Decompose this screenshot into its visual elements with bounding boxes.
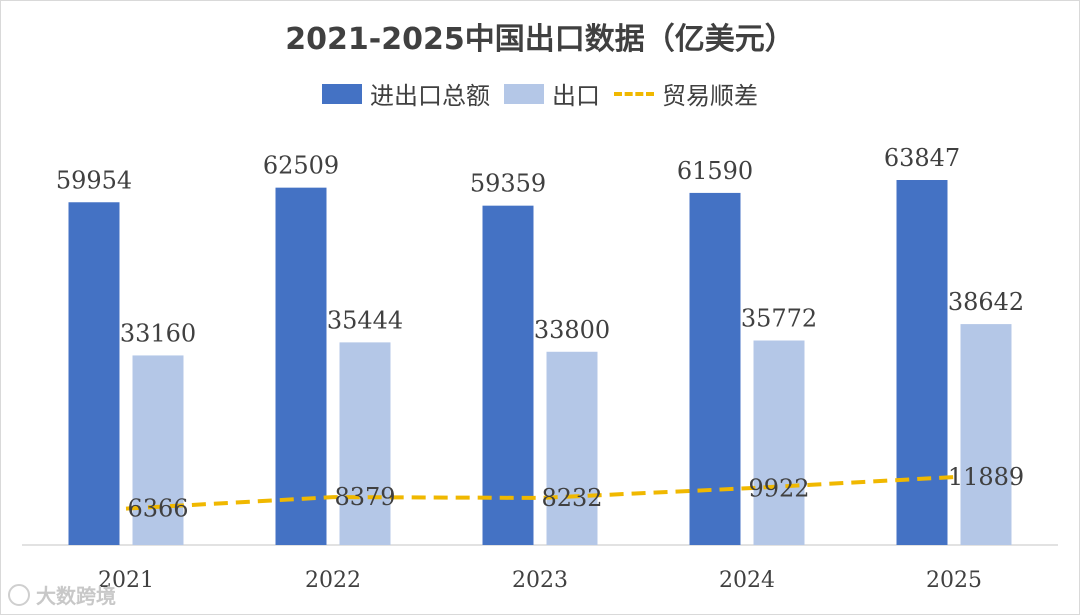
watermark-text: 大数跨境 [36, 584, 116, 608]
data-label-total-2025: 63847 [884, 144, 960, 172]
bar-export-2022 [339, 342, 391, 545]
data-label-total-2024: 61590 [677, 157, 753, 185]
watermark: 大数跨境 [8, 580, 116, 609]
data-label-surplus-2024: 9922 [748, 474, 809, 502]
data-label-export-2023: 33800 [534, 316, 610, 344]
bar-export-2025 [960, 324, 1012, 545]
legend-label-surplus: 贸易顺差 [662, 82, 758, 110]
data-label-total-2022: 62509 [263, 152, 339, 180]
x-tick-label-2025: 2025 [926, 568, 982, 593]
data-label-total-2021: 59954 [56, 166, 132, 194]
bar-export-2023 [546, 351, 598, 545]
data-label-export-2025: 38642 [948, 288, 1024, 316]
data-label-surplus-2023: 8232 [541, 484, 602, 512]
data-label-surplus-2025: 11889 [948, 463, 1024, 491]
x-tick-label-2022: 2022 [305, 568, 361, 593]
x-tick-label-2021: 2021 [98, 568, 154, 593]
watermark-logo-icon [8, 583, 30, 606]
legend-label-export: 出口 [552, 82, 600, 110]
chart-title: 2021-2025中国出口数据（亿美元） [285, 22, 795, 57]
legend-swatch-total [322, 83, 362, 104]
bar-export-2024 [753, 340, 805, 545]
legend-item-export: 出口 [504, 76, 600, 111]
x-tick-label-2023: 2023 [512, 568, 568, 593]
data-label-export-2021: 33160 [120, 319, 196, 347]
trade-surplus-line [125, 475, 955, 511]
bar-export-2021 [132, 355, 184, 545]
bar-total-2023 [482, 205, 534, 546]
data-label-surplus-2022: 8379 [334, 483, 395, 511]
legend-item-surplus: 贸易顺差 [614, 76, 758, 111]
bar-total-2021 [68, 202, 120, 545]
chart-legend: 进出口总额 出口 贸易顺差 [0, 76, 1080, 111]
legend-label-total: 进出口总额 [370, 82, 490, 110]
bar-total-2025 [896, 180, 948, 545]
data-label-export-2024: 35772 [741, 305, 817, 333]
data-label-total-2023: 59359 [470, 170, 546, 198]
data-label-export-2022: 35444 [327, 306, 403, 334]
bar-total-2022 [275, 187, 327, 545]
legend-swatch-export [504, 83, 544, 104]
bar-total-2024 [689, 192, 741, 545]
data-label-surplus-2021: 6366 [127, 495, 188, 523]
legend-item-total: 进出口总额 [322, 76, 490, 111]
legend-swatch-surplus [614, 91, 654, 96]
x-tick-label-2024: 2024 [719, 568, 775, 593]
